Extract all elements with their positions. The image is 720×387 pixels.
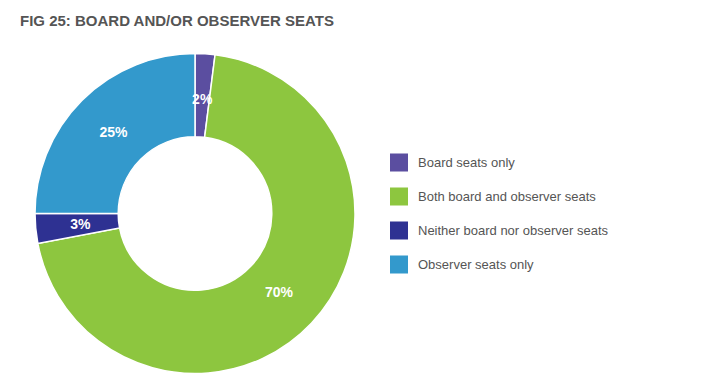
slice — [35, 54, 195, 214]
legend-label: Both board and observer seats — [418, 189, 596, 204]
data-label: 2% — [192, 91, 213, 107]
legend-item: Observer seats only — [390, 256, 534, 274]
legend-item: Neither board nor observer seats — [390, 222, 609, 240]
legend-label: Board seats only — [418, 155, 515, 170]
legend-swatch — [390, 188, 408, 206]
legend-item: Board seats only — [390, 154, 515, 172]
data-label: 25% — [100, 124, 129, 140]
legend-label: Observer seats only — [418, 257, 534, 272]
legend-item: Both board and observer seats — [390, 188, 596, 206]
data-label: 3% — [70, 216, 91, 232]
slice-labels: 2% 70% 3% 25% — [70, 91, 293, 301]
title: FIG 25: BOARD AND/OR OBSERVER SEATS — [20, 12, 334, 29]
chart: FIG 25: BOARD AND/OR OBSERVER SEATS 2% 70%… — [0, 0, 720, 387]
legend-label: Neither board nor observer seats — [418, 223, 609, 238]
data-label: 70% — [265, 284, 294, 300]
legend: Board seats only Both board and observer … — [390, 154, 609, 274]
legend-swatch — [390, 256, 408, 274]
legend-swatch — [390, 222, 408, 240]
slice — [35, 214, 120, 244]
legend-swatch — [390, 154, 408, 172]
donut — [35, 54, 355, 374]
